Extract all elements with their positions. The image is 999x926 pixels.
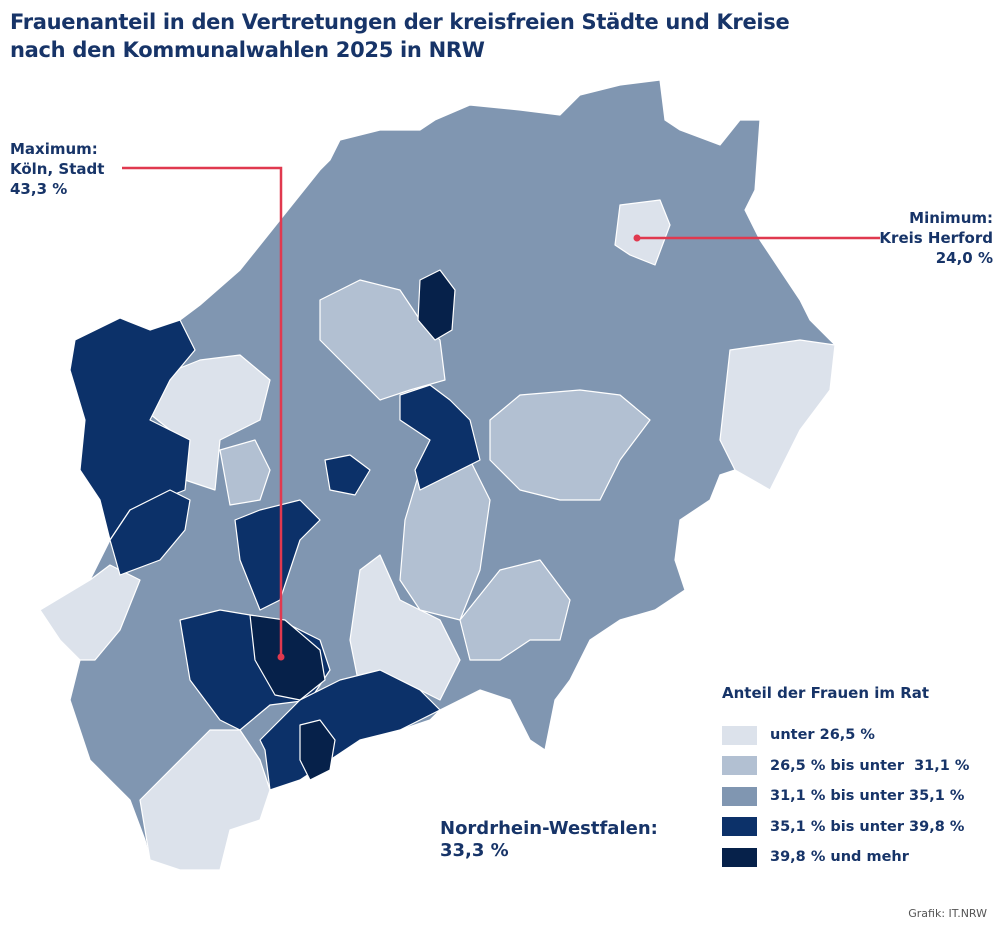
region-lower-rhine <box>144 354 271 491</box>
legend-swatch <box>722 786 757 806</box>
state-total-label: Nordrhein-Westfalen: <box>440 818 658 839</box>
minimum-value: 24,0 % <box>935 249 993 267</box>
legend-label: 31,1 % bis unter 35,1 % <box>770 788 965 805</box>
region-ruhr-small <box>219 439 271 506</box>
region-sauerland-west <box>349 554 461 701</box>
region-koeln <box>249 614 326 701</box>
maximum-annotation: Maximum: Köln, Stadt 43,3 % <box>10 139 104 199</box>
region-herford <box>614 199 671 266</box>
legend-item: 35,1 % bis unter 39,8 % <box>722 812 969 843</box>
legend: Anteil der Frauen im Rat unter 26,5 % 26,… <box>722 684 969 873</box>
legend-item: unter 26,5 % <box>722 720 969 751</box>
legend-swatch <box>722 756 757 776</box>
title-line-1: Frauenanteil in den Vertretungen der kre… <box>10 10 790 34</box>
minimum-region: Kreis Herford <box>879 229 993 247</box>
page-title: Frauenanteil in den Vertretungen der kre… <box>10 8 790 64</box>
legend-swatch <box>722 725 757 745</box>
legend-item: 31,1 % bis unter 35,1 % <box>722 781 969 812</box>
maximum-marker <box>277 653 285 661</box>
legend-label: 39,8 % und mehr <box>770 849 909 866</box>
maximum-leader-line <box>122 166 283 657</box>
legend-label: 35,1 % bis unter 39,8 % <box>770 818 965 835</box>
legend-swatch <box>722 817 757 837</box>
minimum-label: Minimum: <box>909 209 993 227</box>
region-muensterland <box>319 279 446 401</box>
region-east <box>719 339 836 491</box>
legend-label: 26,5 % bis unter 31,1 % <box>770 757 970 774</box>
title-line-2: nach den Kommunalwahlen 2025 in NRW <box>10 38 485 62</box>
region-rhine-strip <box>234 499 321 611</box>
region-euskirchen <box>139 729 271 871</box>
minimum-marker <box>633 234 641 242</box>
legend-title: Anteil der Frauen im Rat <box>722 684 930 702</box>
maximum-label: Maximum: <box>10 140 98 158</box>
region-wesel <box>69 317 196 541</box>
source-credit: Grafik: IT.NRW <box>908 907 987 920</box>
region-muenster <box>417 269 456 341</box>
legend-label: unter 26,5 % <box>770 727 875 744</box>
legend-item: 26,5 % bis unter 31,1 % <box>722 751 969 782</box>
region-hamm-unna <box>399 384 481 491</box>
region-olpe <box>459 559 571 661</box>
maximum-region: Köln, Stadt <box>10 160 105 178</box>
minimum-annotation: Minimum: Kreis Herford 24,0 % <box>879 208 993 268</box>
region-aachen <box>39 564 141 661</box>
region-viersen <box>109 489 191 576</box>
maximum-value: 43,3 % <box>10 180 68 198</box>
state-total-value: 33,3 % <box>440 840 509 861</box>
region-gelsenkirchen <box>324 454 371 496</box>
state-total: Nordrhein-Westfalen: 33,3 % <box>440 818 658 862</box>
region-soest <box>489 389 651 501</box>
legend-swatch <box>722 847 757 867</box>
legend-item: 39,8 % und mehr <box>722 842 969 873</box>
region-bonn <box>299 719 336 781</box>
